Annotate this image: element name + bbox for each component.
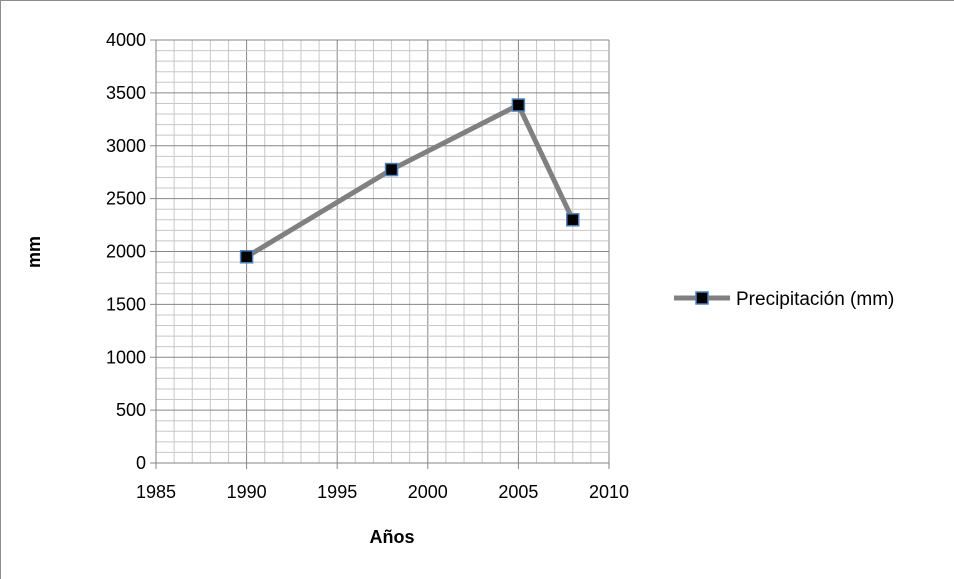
axes [150,39,610,469]
y-tick-label: 3000 [106,136,146,156]
y-axis-title: mm [24,236,44,268]
y-tick-label: 1000 [106,347,146,367]
y-tick-label: 0 [136,453,146,473]
x-tick-label: 1990 [227,482,267,502]
grid [155,39,610,464]
legend-label: Precipitación (mm) [736,289,894,310]
x-tick-label: 2000 [408,482,448,502]
data-series [239,98,580,264]
legend-marker [695,291,709,305]
y-tick-label: 2000 [106,242,146,262]
data-point-marker [566,213,580,227]
y-tick-label: 3500 [106,83,146,103]
x-tick-label: 1985 [136,482,176,502]
legend: Precipitación (mm) [674,289,894,310]
y-tick-label: 4000 [106,30,146,50]
y-tick-label: 1500 [106,294,146,314]
data-point-marker [239,250,254,264]
y-tick-label: 500 [116,400,146,420]
data-point-marker [384,162,399,177]
x-tick-label: 2005 [498,482,538,502]
x-axis-title: Años [370,527,415,547]
x-tick-label: 1995 [317,482,357,502]
x-tick-label: 2010 [589,482,629,502]
tick-labels: 1985 1990 1995 2000 2005 2010 0 500 1000 1500 2000… [106,30,629,502]
data-point-marker [511,98,526,112]
y-tick-label: 2500 [106,189,146,209]
series-line [244,102,576,260]
